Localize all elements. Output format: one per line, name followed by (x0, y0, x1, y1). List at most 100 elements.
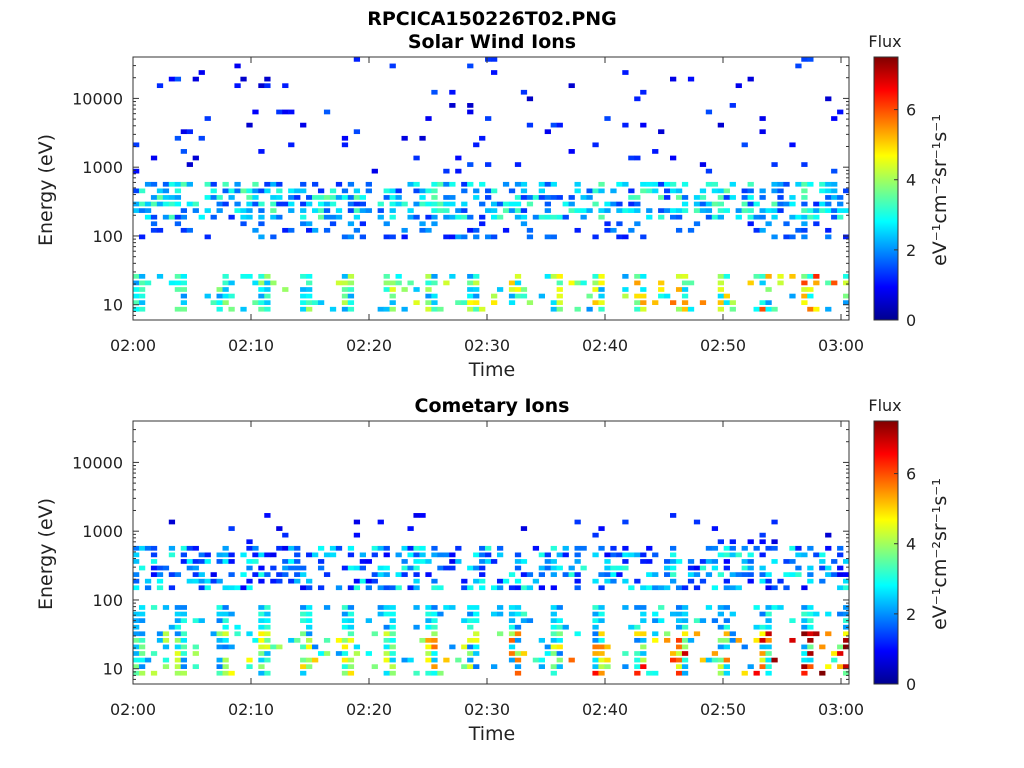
heatmap-cell (258, 664, 265, 669)
heatmap-cell (508, 631, 516, 637)
heatmap-cell (133, 552, 140, 558)
heatmap-cell (300, 585, 307, 591)
heatmap-cell (323, 208, 331, 213)
heatmap-cell (389, 631, 396, 637)
heatmap-cell (234, 188, 241, 194)
heatmap-cell (681, 280, 689, 286)
x-tick-label: 03:00 (818, 336, 864, 355)
heatmap-cell (479, 565, 486, 571)
heatmap-cell (306, 273, 313, 279)
heatmap-cell (133, 280, 140, 286)
heatmap-cell (831, 280, 838, 286)
heatmap-cell (538, 585, 545, 591)
heatmap-cell (270, 552, 277, 558)
heatmap-cell (389, 618, 396, 623)
colorbar-unit: eV⁻¹cm⁻²sr⁻¹s⁻¹ (929, 114, 951, 266)
heatmap-cell (312, 227, 319, 233)
heatmap-cell (186, 545, 193, 551)
heatmap-cell (586, 188, 593, 194)
heatmap-cell (789, 195, 796, 200)
heatmap-cell (264, 513, 271, 518)
heatmap-cell (807, 644, 814, 650)
heatmap-cell (771, 605, 778, 610)
heatmap-cell (705, 605, 713, 610)
heatmap-cell (765, 657, 772, 663)
heatmap-cell (592, 618, 599, 623)
heatmap-cell (323, 637, 331, 643)
heatmap-cell (759, 129, 766, 135)
heatmap-cell (723, 552, 730, 558)
heatmap-cell (383, 195, 390, 200)
heatmap-cell (681, 195, 689, 200)
heatmap-cell (652, 149, 659, 154)
heatmap-cell (174, 605, 182, 610)
heatmap-cell (288, 188, 295, 194)
heatmap-cell (162, 188, 170, 194)
heatmap-cell (228, 306, 235, 312)
heatmap-cell (407, 545, 414, 551)
heatmap-cell (443, 181, 450, 187)
heatmap-cell (192, 651, 199, 656)
heatmap-cell (681, 208, 689, 213)
heatmap-cell (162, 195, 170, 200)
heatmap-cell (640, 287, 647, 292)
heatmap-cell (252, 637, 259, 643)
heatmap-cell (174, 195, 182, 200)
heatmap-cell (789, 142, 796, 148)
heatmap-cell (264, 651, 271, 656)
heatmap-cell (306, 657, 313, 663)
heatmap-cell (604, 221, 611, 227)
heatmap-cell (174, 624, 182, 630)
heatmap-cell (795, 63, 802, 69)
heatmap-cell (777, 578, 784, 584)
heatmap-cell (138, 618, 146, 623)
heatmap-cell (383, 611, 390, 617)
heatmap-cell (819, 188, 826, 194)
heatmap-cell (717, 273, 724, 279)
heatmap-cell (813, 280, 820, 286)
heatmap-cell (240, 214, 247, 220)
heatmap-cell (634, 306, 641, 312)
heatmap-cell (359, 552, 366, 558)
heatmap-cell (723, 605, 730, 610)
heatmap-cell (729, 181, 736, 187)
heatmap-cell (258, 221, 265, 227)
heatmap-cell (455, 208, 462, 213)
heatmap-cell (431, 670, 438, 676)
heatmap-cell (717, 195, 724, 200)
heatmap-cell (508, 572, 516, 577)
heatmap-cell (640, 611, 647, 617)
heatmap-cell (675, 273, 683, 279)
heatmap-cell (192, 201, 199, 207)
heatmap-cell (341, 637, 349, 643)
heatmap-cell (138, 605, 146, 610)
heatmap-cell (771, 208, 778, 213)
heatmap-cell (765, 605, 772, 610)
heatmap-cell (288, 109, 295, 115)
heatmap-cell (270, 208, 277, 213)
heatmap-cell (216, 644, 223, 650)
heatmap-cell (389, 644, 396, 650)
heatmap-cell (687, 572, 695, 577)
x-tick-label: 02:40 (582, 700, 628, 719)
heatmap-cell (825, 306, 832, 312)
colorbar-gradient (873, 420, 899, 685)
heatmap-cell (598, 644, 605, 650)
heatmap-cell (628, 552, 635, 558)
heatmap-cell (532, 214, 540, 220)
heatmap-cell (365, 208, 372, 213)
heatmap-cell (467, 644, 474, 650)
heatmap-cell (508, 605, 516, 610)
heatmap-cell (216, 559, 223, 564)
heatmap-cell (431, 273, 438, 279)
heatmap-cell (276, 181, 283, 187)
heatmap-cell (807, 657, 814, 663)
heatmap-cell (473, 300, 480, 305)
heatmap-cell (801, 300, 808, 305)
heatmap-cell (502, 208, 510, 213)
heatmap-cell (186, 181, 193, 187)
heatmap-cell (771, 585, 778, 591)
heatmap-cell (133, 657, 140, 663)
heatmap-cell (377, 208, 384, 213)
heatmap-cell (843, 637, 850, 643)
